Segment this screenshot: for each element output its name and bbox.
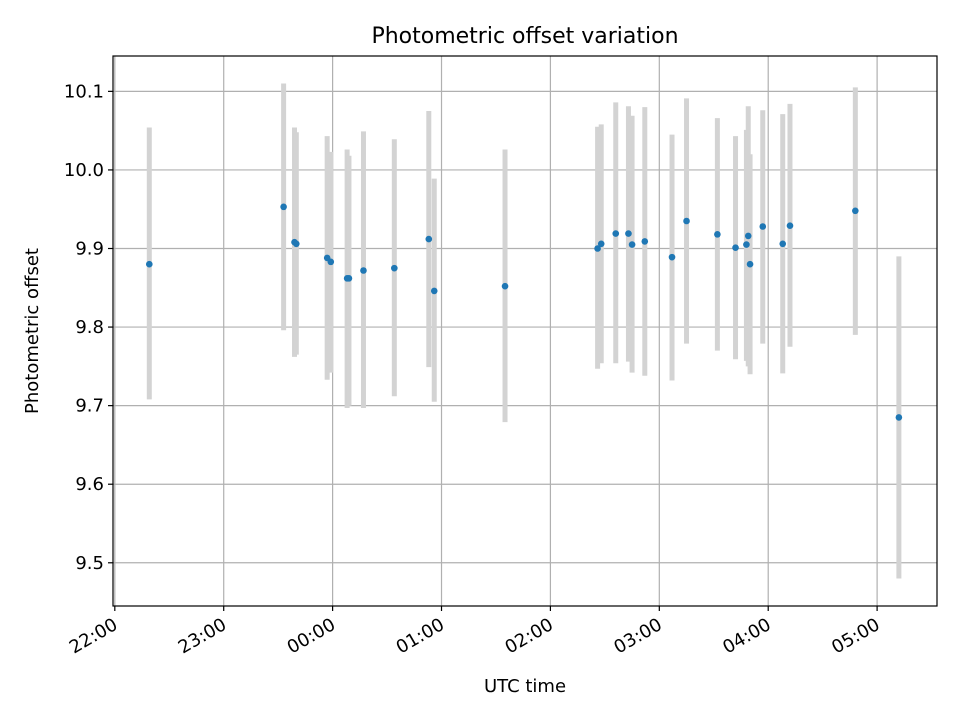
y-tick-label: 9.6 xyxy=(75,474,104,495)
data-point xyxy=(641,238,649,245)
data-point xyxy=(145,260,153,268)
data-point xyxy=(683,217,690,225)
data-point xyxy=(628,241,636,248)
data-point xyxy=(668,253,676,261)
data-point xyxy=(327,258,335,266)
data-points xyxy=(145,203,903,421)
y-tick-label: 9.7 xyxy=(75,396,104,417)
data-point xyxy=(744,232,752,240)
grid-lines xyxy=(113,56,937,606)
y-axis-ticks: 9.5 9.6 9.7 9.8 9.9 10.0 10.1 xyxy=(64,81,113,574)
data-point xyxy=(625,230,632,237)
y-tick-label: 9.8 xyxy=(75,317,104,338)
chart-title: Photometric offset variation xyxy=(371,24,678,49)
plot-frame xyxy=(112,55,938,607)
y-tick-label: 10.0 xyxy=(64,160,104,181)
data-point xyxy=(391,264,398,272)
data-point xyxy=(430,287,438,295)
data-point xyxy=(786,222,794,230)
data-point xyxy=(293,240,300,248)
x-axis-label: UTC time xyxy=(484,676,566,697)
data-point xyxy=(759,223,767,230)
data-point xyxy=(501,282,509,290)
data-point xyxy=(597,240,605,248)
data-point xyxy=(360,267,367,274)
y-tick-label: 9.9 xyxy=(75,239,104,260)
y-axis-label: Photometric offset xyxy=(22,248,43,414)
y-tick-label: 9.5 xyxy=(75,553,104,574)
data-point xyxy=(852,207,859,215)
data-point xyxy=(345,275,353,282)
data-point xyxy=(779,240,787,248)
data-point xyxy=(612,230,620,237)
data-point xyxy=(280,203,287,211)
data-point xyxy=(425,235,433,243)
data-point xyxy=(732,244,739,252)
data-point xyxy=(746,260,754,268)
data-point xyxy=(714,231,721,238)
y-tick-label: 10.1 xyxy=(64,81,104,102)
data-point xyxy=(895,414,903,421)
data-point xyxy=(594,245,601,252)
data-point xyxy=(743,241,750,248)
